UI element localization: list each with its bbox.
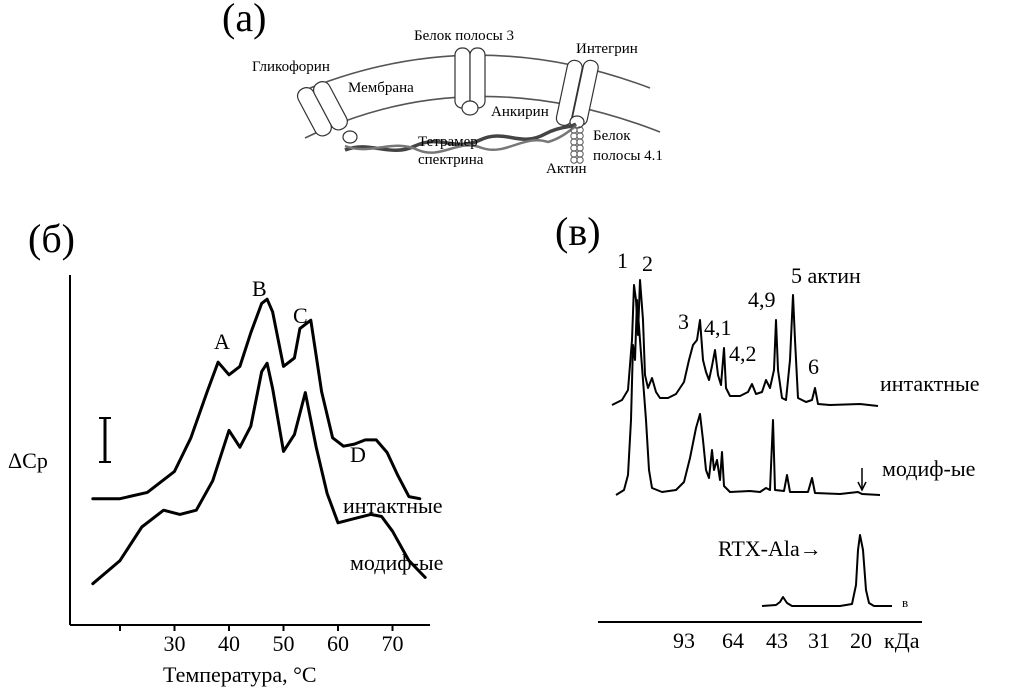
b-label-intact: интактные xyxy=(343,493,443,518)
b-x-tick-label: 30 xyxy=(164,631,186,656)
label-band41-line2: полосы 4.1 xyxy=(593,148,663,164)
label-tetramer-line2: спектрина xyxy=(418,152,484,168)
label-tetramer-line1: Тетрамер xyxy=(418,134,478,150)
b-x-axis-label: Температура, °C xyxy=(163,662,317,687)
c-peak-4-2: 4,2 xyxy=(729,341,757,366)
b-scale-bar xyxy=(99,417,111,463)
panel-a-diagram: (a) xyxy=(222,0,663,177)
b-x-ticks: 30 40 50 60 70 xyxy=(119,625,404,656)
c-peak-1: 1 xyxy=(617,248,628,273)
panel-b-label: (б) xyxy=(28,216,75,261)
b-y-axis-label: ΔCp xyxy=(8,448,48,473)
b-label-modified: модиф-ые xyxy=(350,550,443,575)
c-peak-4-9: 4,9 xyxy=(748,287,776,312)
trace-modified xyxy=(615,299,881,496)
thermogram-intact-curve xyxy=(91,297,422,501)
actin-filament xyxy=(570,126,584,164)
panel-b-chart: (б) 30 40 50 60 70 ΔCp A B C D интактные мод… xyxy=(8,216,443,687)
c-corner-label: в xyxy=(902,595,908,610)
b-peak-C: C xyxy=(293,303,308,328)
c-peak-4-1: 4,1 xyxy=(704,315,732,340)
c-peak-6: 6 xyxy=(808,354,819,379)
b-x-tick-label: 50 xyxy=(273,631,295,656)
c-unit-label: кДа xyxy=(884,628,920,653)
label-actin: Актин xyxy=(546,161,587,177)
b-x-tick-label: 40 xyxy=(218,631,240,656)
integrin-shape xyxy=(555,59,599,129)
b-x-tick-label: 70 xyxy=(382,631,404,656)
c-peak-2: 2 xyxy=(642,251,653,276)
thermogram-modified-curve xyxy=(91,361,427,586)
c-tick-64: 64 xyxy=(722,628,744,653)
label-membrane: Мембрана xyxy=(348,80,414,96)
label-band3: Белок полосы 3 xyxy=(414,28,514,44)
trace-intact xyxy=(611,279,879,407)
glycophorin-shape xyxy=(296,81,358,144)
c-tick-43: 43 xyxy=(766,628,788,653)
c-row-label-intact: интактные xyxy=(880,371,980,396)
c-down-arrow-icon xyxy=(857,468,867,492)
label-integrin: Интегрин xyxy=(576,41,638,57)
b-peak-B: B xyxy=(252,276,267,301)
c-row-label-modified: модиф-ые xyxy=(882,456,975,481)
b-x-tick-label: 60 xyxy=(327,631,349,656)
label-ankyrin: Анкирин xyxy=(491,104,549,120)
c-tick-31: 31 xyxy=(808,628,830,653)
c-rtx-label: RTX-Ala→ xyxy=(718,536,822,561)
b-peak-A: A xyxy=(214,329,230,354)
c-peak-5-actin: 5 актин xyxy=(791,263,861,288)
label-band41-line1: Белок xyxy=(593,128,631,144)
panel-a-label: (a) xyxy=(222,0,266,40)
trace-rtx-ala xyxy=(761,534,892,607)
spectrin-strand xyxy=(344,122,577,153)
label-glycophorin: Гликофорин xyxy=(252,59,330,75)
band3-shape xyxy=(454,47,486,116)
b-peak-D: D xyxy=(350,442,366,467)
panel-c-label: (в) xyxy=(555,209,601,254)
c-tick-93: 93 xyxy=(673,628,695,653)
c-tick-20: 20 xyxy=(850,628,872,653)
c-peak-3: 3 xyxy=(678,309,689,334)
spectrin-strand-2 xyxy=(344,124,577,154)
panel-c-traces: (в) 1 2 3 4,1 4,2 4,9 5 актин 6 интактны… xyxy=(555,209,980,653)
